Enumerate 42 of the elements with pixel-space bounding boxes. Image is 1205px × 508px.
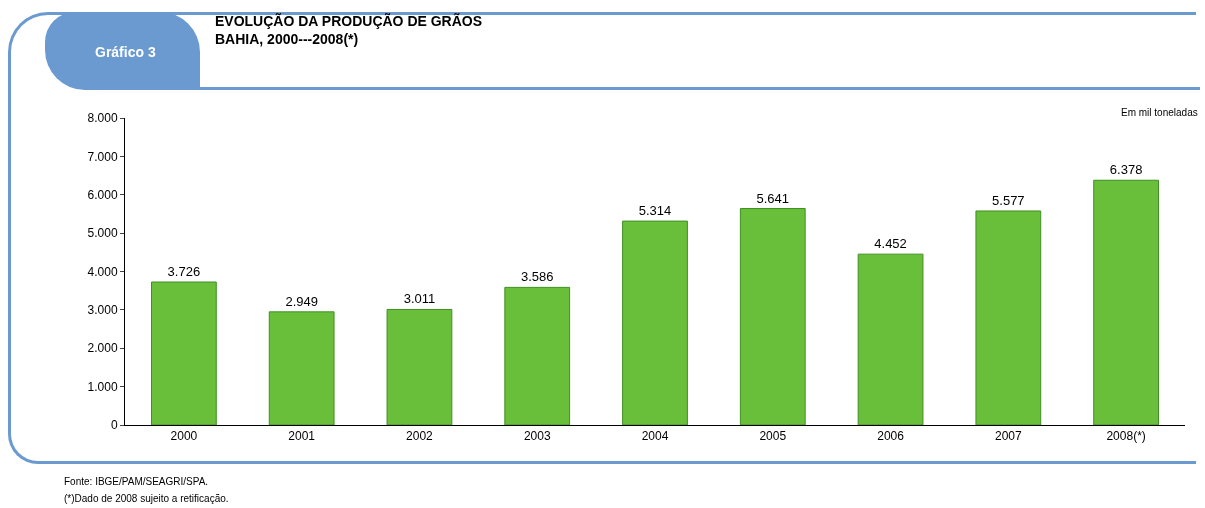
- bar: [857, 253, 924, 425]
- bar: [622, 220, 688, 425]
- bar: [386, 308, 453, 425]
- x-tick-label: 2004: [641, 429, 669, 444]
- y-tick-label: 0: [110, 418, 118, 433]
- x-tick-label: 2008(*): [1106, 429, 1146, 444]
- x-tick-label: 2006: [877, 429, 905, 444]
- bar: [268, 311, 335, 425]
- x-tick-label: 2000: [170, 429, 198, 444]
- data-label: 4.452: [874, 236, 907, 252]
- text: Em mil toneladas: [1121, 107, 1198, 118]
- bar: [1093, 179, 1159, 425]
- y-tick-label: 6.000: [87, 187, 118, 202]
- text: Gráfico 3: [95, 44, 156, 60]
- data-label: 3.586: [520, 269, 554, 285]
- data-label: 6.378: [1109, 162, 1143, 178]
- data-label: 5.314: [638, 203, 672, 219]
- x-tick-label: 2005: [759, 429, 787, 444]
- text: (*)Dado de 2008 sujeito a retificação.: [64, 493, 229, 504]
- chart-subtitle: BAHIA, 2000---2008(*): [215, 31, 359, 48]
- y-tick-label: 4.000: [87, 264, 118, 279]
- data-label: 5.641: [756, 190, 790, 206]
- y-tick-label: 7.000: [87, 149, 118, 164]
- y-tick-label: 2.000: [87, 341, 118, 356]
- bar: [504, 286, 571, 425]
- data-label: 3.726: [167, 264, 201, 280]
- x-tick-label: 2003: [523, 429, 551, 444]
- data-label: 3.011: [403, 291, 436, 307]
- x-tick-label: 2007: [994, 429, 1022, 444]
- y-tick-label: 3.000: [87, 303, 118, 318]
- y-tick-label: 1.000: [87, 379, 118, 394]
- y-tick-label: 5.000: [87, 226, 118, 241]
- bar: [739, 208, 806, 425]
- chart-title: EVOLUÇÃO DA PRODUÇÃO DE GRÃOS: [215, 12, 483, 29]
- x-tick-label: 2002: [406, 429, 434, 444]
- bar: [151, 281, 217, 425]
- bar: [975, 210, 1042, 425]
- data-label: 2.949: [285, 293, 318, 309]
- x-tick-label: 2001: [288, 429, 316, 444]
- y-tick-label: 8.000: [87, 111, 118, 126]
- source-note: Fonte: IBGE/PAM/SEAGRI/SPA.: [64, 476, 209, 487]
- data-label: 5.577: [992, 192, 1025, 208]
